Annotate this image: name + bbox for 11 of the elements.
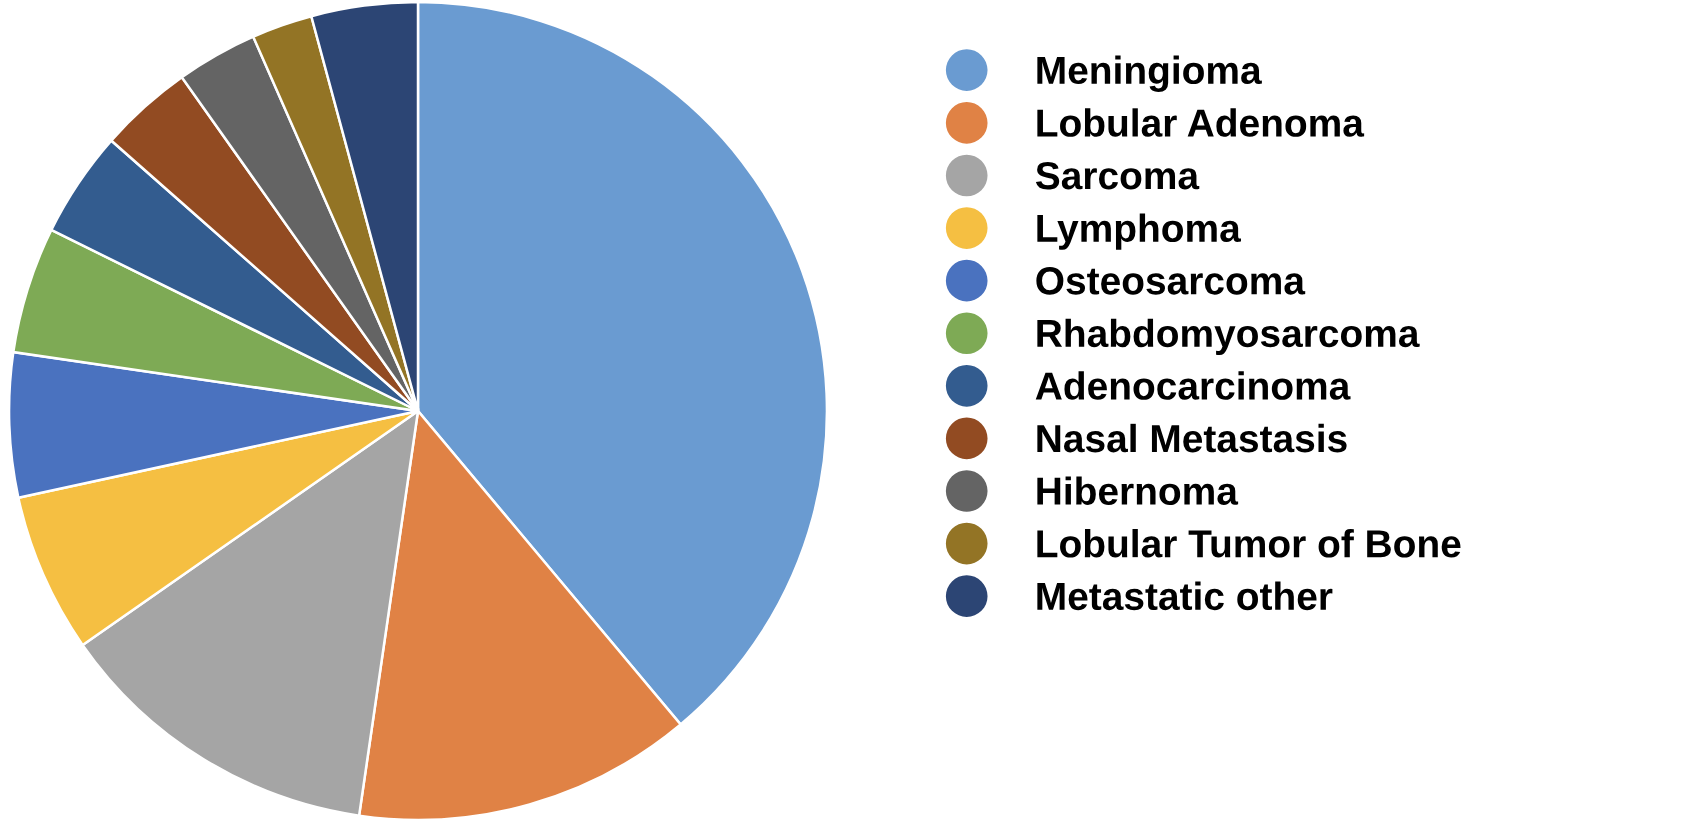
legend-label: Nasal Metastasis [1037, 423, 1347, 453]
legend-label: Osteosarcoma [1036, 267, 1306, 295]
legend-label: Metastatic other [1037, 581, 1333, 611]
legend-label: Rhabdomyosarcoma [1037, 318, 1420, 355]
legend-label: Adenocarcinoma [1035, 371, 1351, 400]
legend-label: Hibernoma [1037, 476, 1239, 505]
legend-label: Lobular Tumor of Bone [1037, 528, 1461, 558]
legend-label: Meningioma [1037, 55, 1262, 92]
legend-label: Sarcoma [1035, 161, 1200, 190]
legend-label: Lobular Adenoma [1037, 108, 1365, 137]
legend-label: Lymphoma [1037, 213, 1241, 250]
